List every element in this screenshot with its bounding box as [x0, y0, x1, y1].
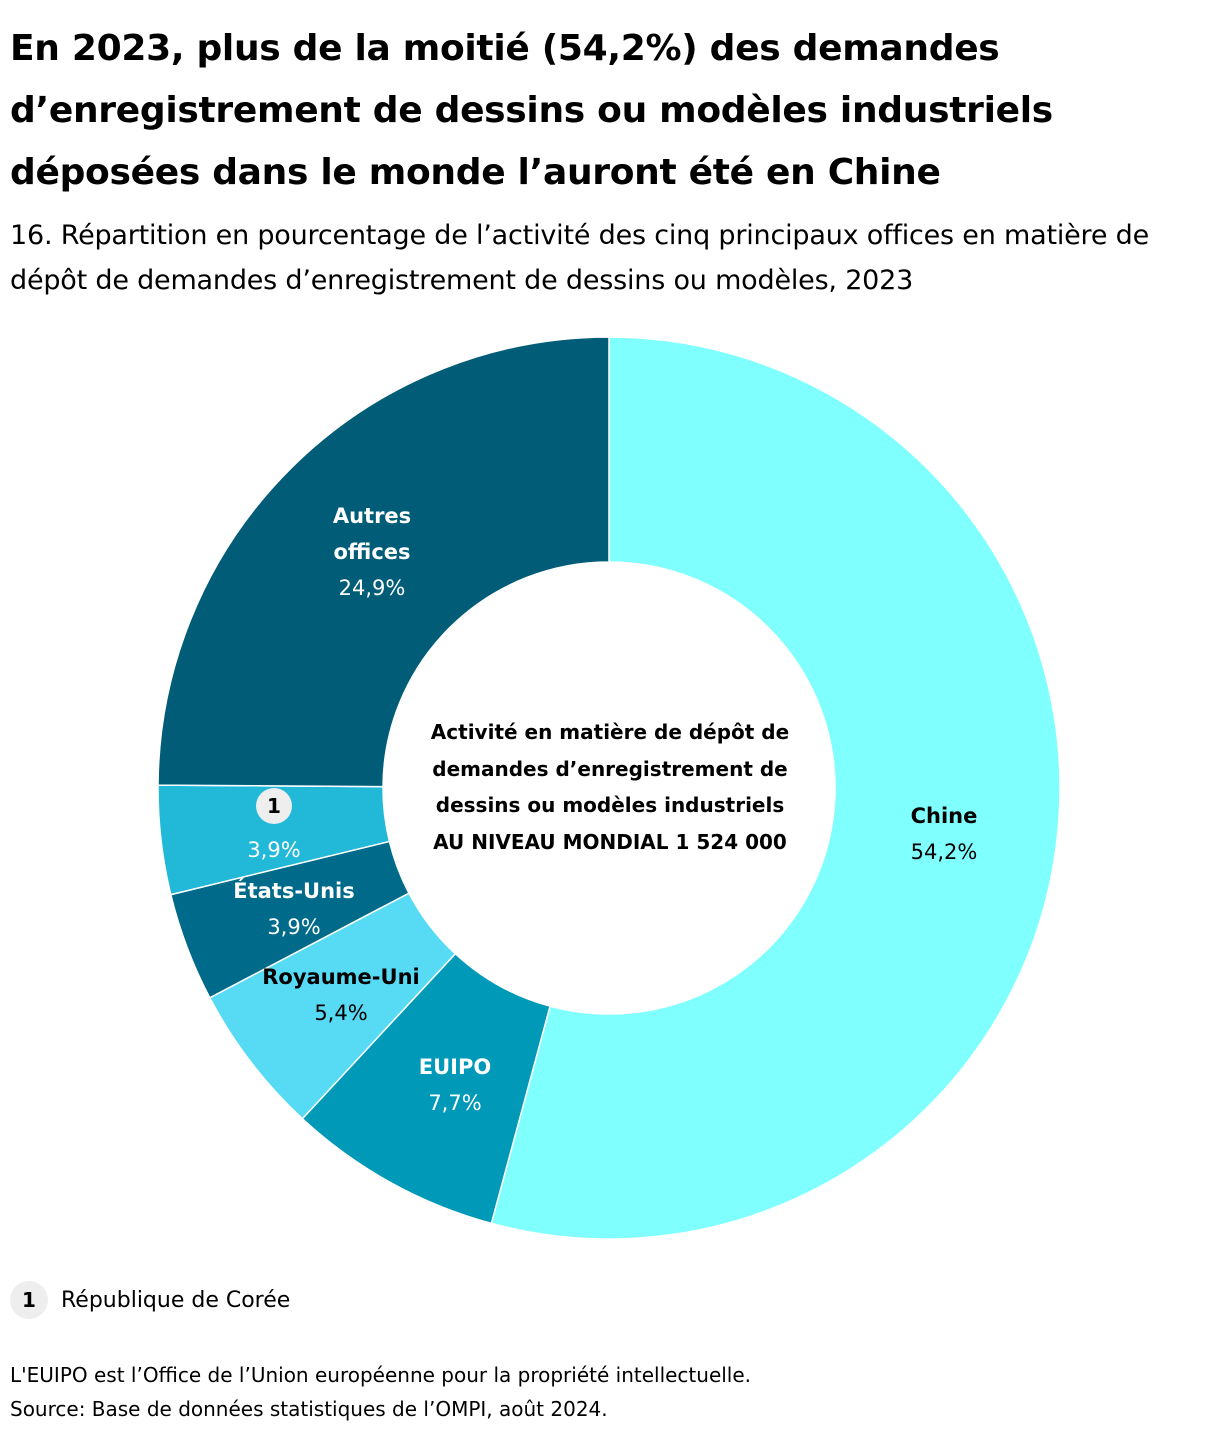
- chart-subtitle: 16. Répartition en pourcentage de l’acti…: [10, 220, 1150, 296]
- slice-label-chine: Chine: [911, 804, 978, 828]
- slice-value-autres-offices: 24,9%: [339, 576, 406, 600]
- legend-label: République de Corée: [61, 1287, 291, 1313]
- slice-autres-offices: [157, 336, 610, 788]
- slice-value-republique-de-coree: 3,9%: [247, 838, 300, 862]
- slice-marker-label: 1: [267, 794, 281, 818]
- slice-label-euipo: EUIPO: [419, 1055, 491, 1079]
- center-text-line-3: dessins ou modèles industriels: [435, 793, 785, 817]
- slice-label-etats-unis: États-Unis: [233, 878, 355, 903]
- slice-marker-circle: [256, 788, 292, 824]
- slice-value-chine: 54,2%: [911, 840, 978, 864]
- center-text-line-2: demandes d’enregistrement de: [432, 756, 788, 781]
- center-text-line-1: Activité en matière de dépôt de: [430, 720, 790, 744]
- slice-label-autres-offices-1: Autres: [333, 504, 411, 528]
- donut-labels: Chine 54,2% EUIPO 7,7% Royaume-Uni 5,4% États-…: [233, 504, 977, 1115]
- slice-value-euipo: 7,7%: [428, 1091, 481, 1115]
- donut-center-text: Activité en matière de dépôt de demandes…: [404, 714, 816, 860]
- center-text-total: AU NIVEAU MONDIAL 1 524 000: [433, 829, 787, 854]
- chart-title: En 2023, plus de la moitié (54,2%) des d…: [10, 28, 1053, 193]
- legend: 1 République de Corée: [10, 1281, 290, 1319]
- footnote-source: Source: Base de données statistiques de …: [10, 1397, 608, 1421]
- footnote-definition: L'EUIPO est l’Office de l’Union européen…: [10, 1363, 752, 1387]
- slice-value-etats-unis: 3,9%: [267, 915, 320, 939]
- donut-slices: [157, 336, 1061, 1240]
- slice-chine: [490, 336, 1061, 1240]
- slice-label-royaume-uni: Royaume-Uni: [262, 965, 419, 989]
- legend-marker: 1: [10, 1281, 48, 1319]
- footnote: L'EUIPO est l’Office de l’Union européen…: [10, 1358, 751, 1426]
- slice-label-autres-offices-2: offices: [333, 540, 410, 564]
- slice-value-royaume-uni: 5,4%: [314, 1001, 367, 1025]
